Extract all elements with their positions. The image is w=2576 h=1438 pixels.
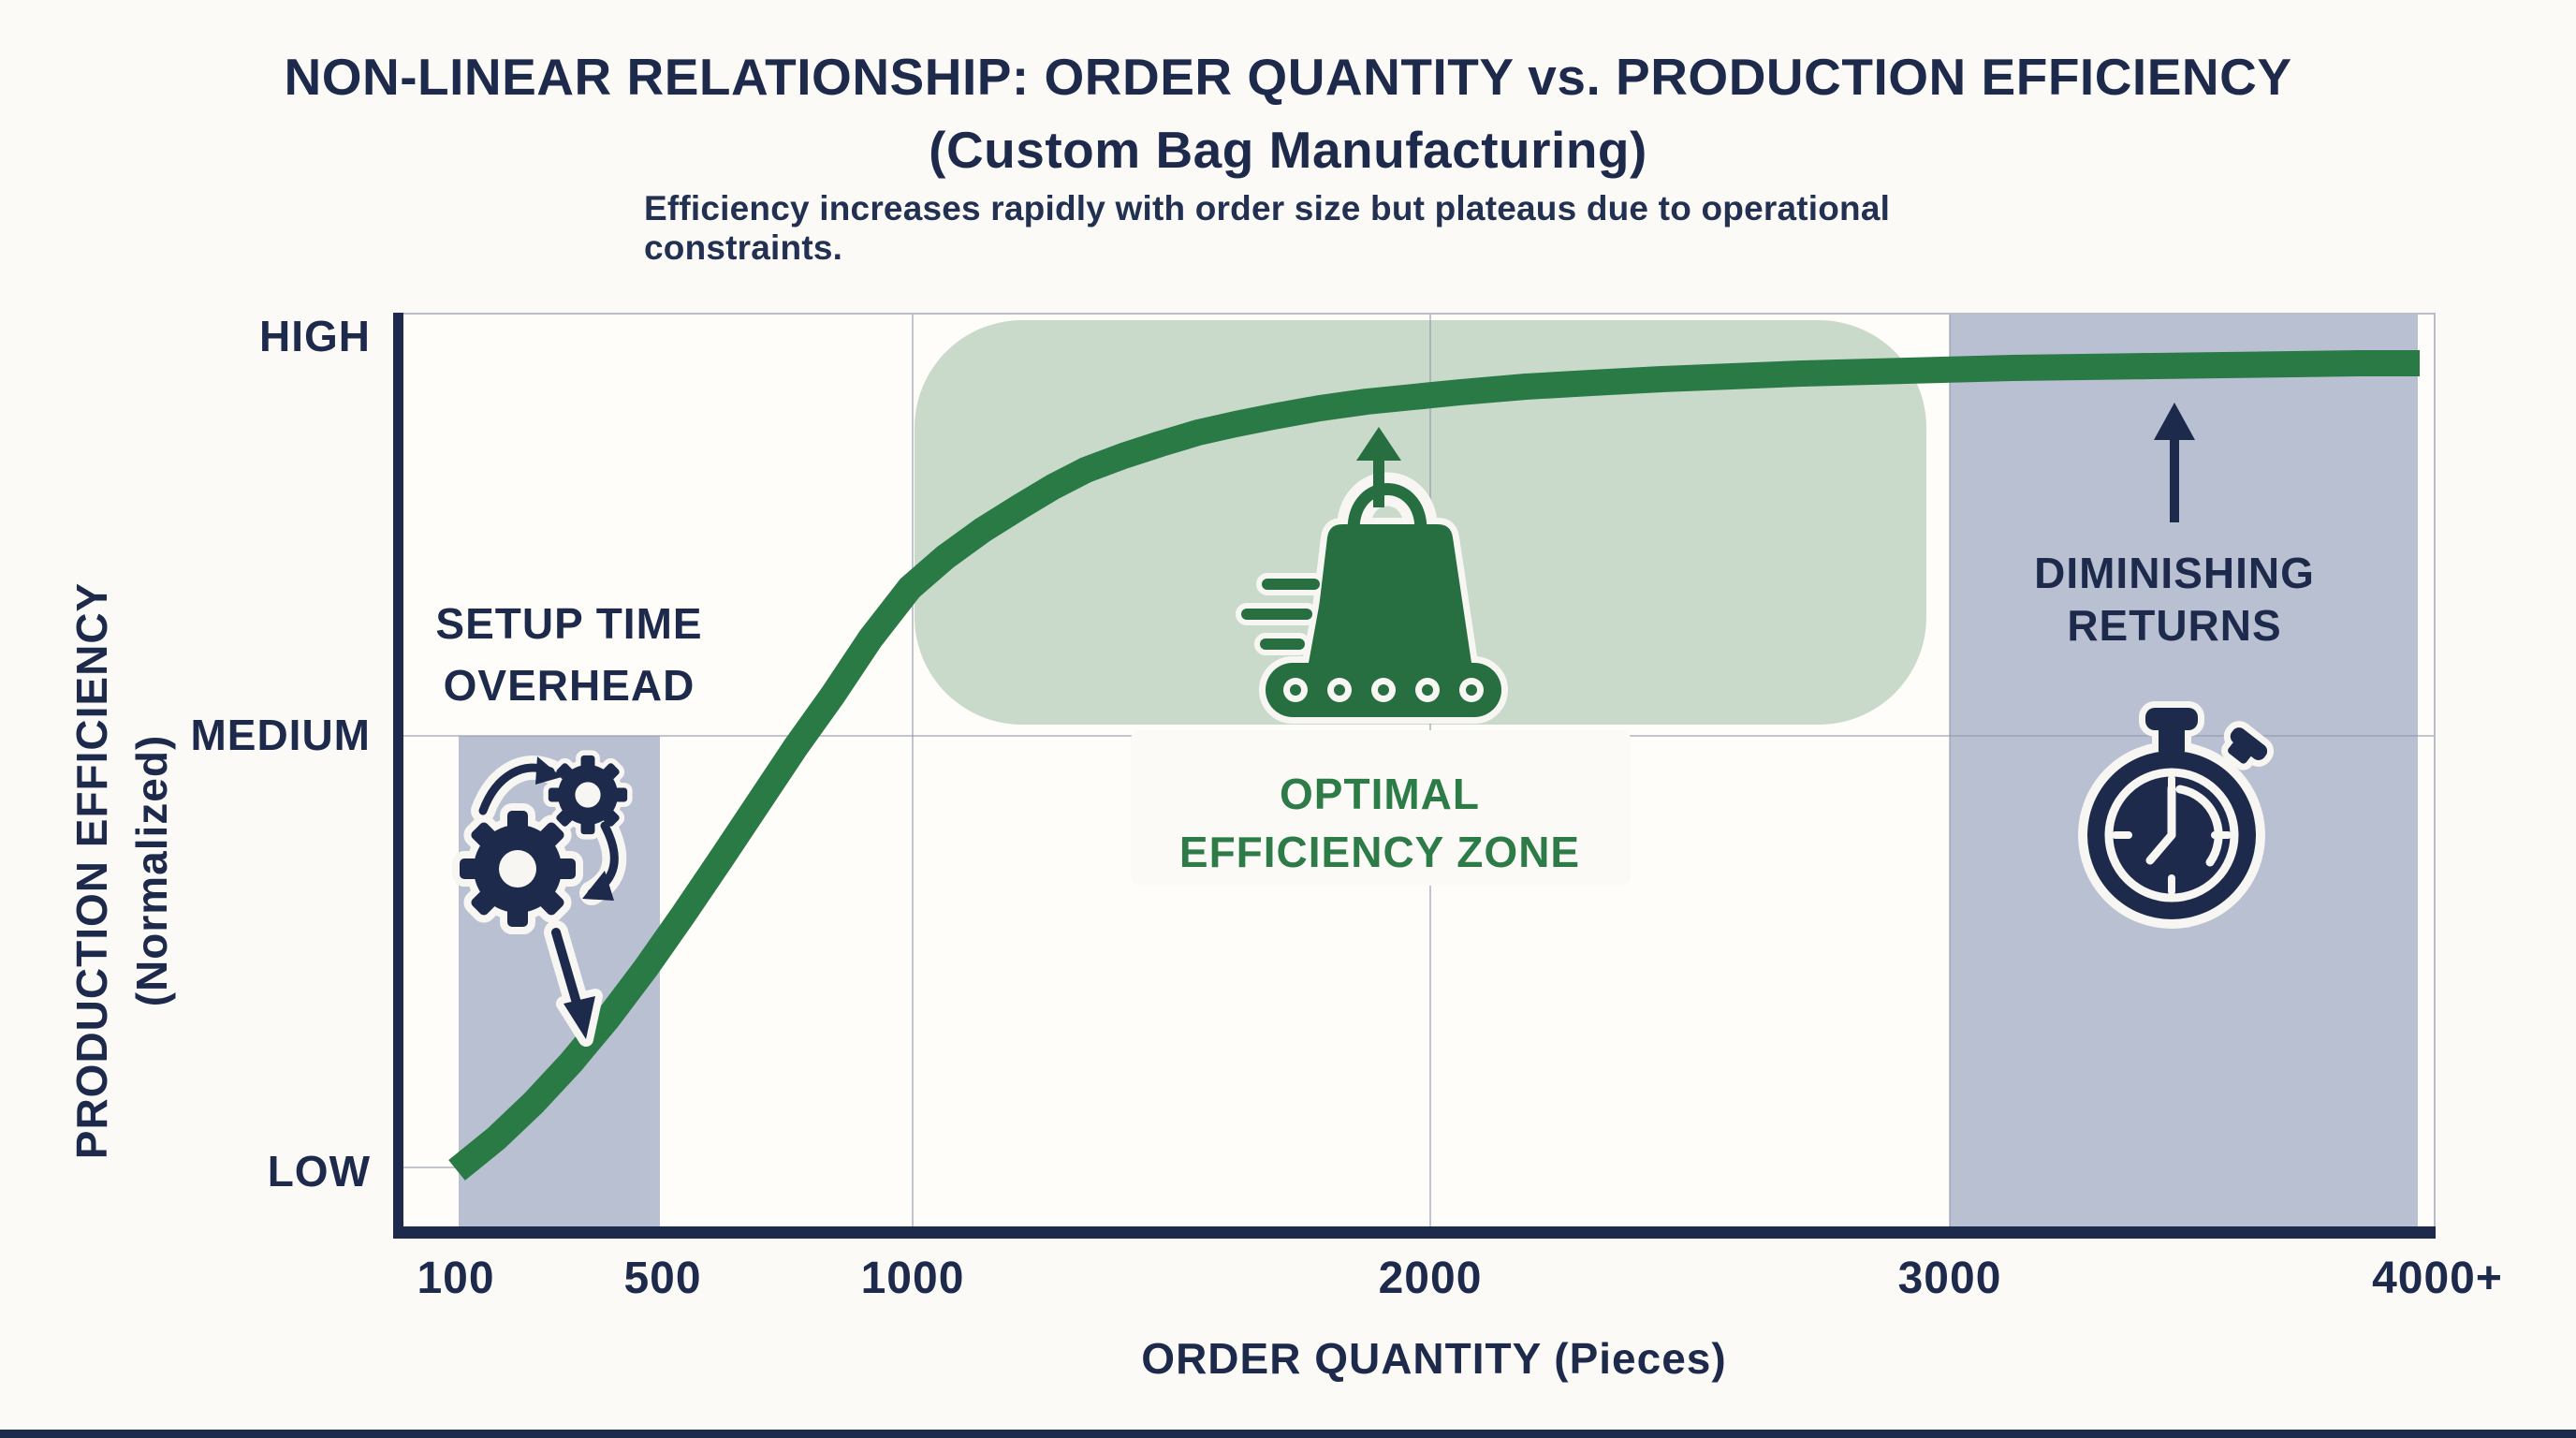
xtick-2000: 2000 xyxy=(1378,1254,1483,1303)
setup-annotation-line1: SETUP TIME xyxy=(435,599,703,648)
y-axis-title: PRODUCTION EFFICIENCY (Normalized) xyxy=(62,582,182,1159)
gridline-1000 xyxy=(912,315,914,1226)
ytick-low: LOW xyxy=(267,1147,371,1196)
bag-on-conveyor-icon xyxy=(1236,427,1508,724)
y-axis-title-line1: PRODUCTION EFFICIENCY xyxy=(67,581,116,1160)
x-axis-line xyxy=(393,1226,2436,1239)
plot-top-border xyxy=(402,313,2436,315)
diminishing-up-arrow-icon xyxy=(2154,403,2195,522)
x-axis-title: ORDER QUANTITY (Pieces) xyxy=(1141,1334,1727,1383)
plot-right-border xyxy=(2434,313,2436,1226)
bottom-edge-bar xyxy=(0,1430,2576,1438)
diminishing-annotation-line1: DIMINISHING xyxy=(2034,549,2315,597)
diminishing-annotation-line2: RETURNS xyxy=(2067,601,2282,650)
ytick-high: HIGH xyxy=(259,312,371,360)
optimal-up-arrow-icon xyxy=(1356,427,1401,507)
y-axis-title-line2: (Normalized) xyxy=(127,734,176,1007)
xtick-500: 500 xyxy=(623,1254,702,1303)
stopwatch-icon xyxy=(2078,701,2275,929)
page-subtitle: Efficiency increases rapidly with order … xyxy=(644,189,1891,267)
page-title-line2: (Custom Bag Manufacturing) xyxy=(929,121,1647,179)
optimal-annotation-line2: EFFICIENCY ZONE xyxy=(1178,828,1581,876)
xtick-3000: 3000 xyxy=(1897,1254,2002,1303)
xtick-1000: 1000 xyxy=(860,1254,965,1303)
gears-icon xyxy=(452,750,633,1047)
efficiency-curve xyxy=(448,350,2420,1181)
y-axis-line xyxy=(393,313,403,1238)
xtick-100: 100 xyxy=(417,1254,495,1303)
optimal-annotation-line1: OPTIMAL xyxy=(1280,770,1480,818)
page-title-line1: NON-LINEAR RELATIONSHIP: ORDER QUANTITY … xyxy=(284,48,2292,106)
setup-annotation-line2: OVERHEAD xyxy=(443,661,695,710)
xtick-4000plus: 4000+ xyxy=(2372,1254,2503,1303)
gridline-3000 xyxy=(1949,315,1951,1226)
optimal-label-plate xyxy=(1131,730,1631,886)
ytick-medium: MEDIUM xyxy=(190,711,371,759)
